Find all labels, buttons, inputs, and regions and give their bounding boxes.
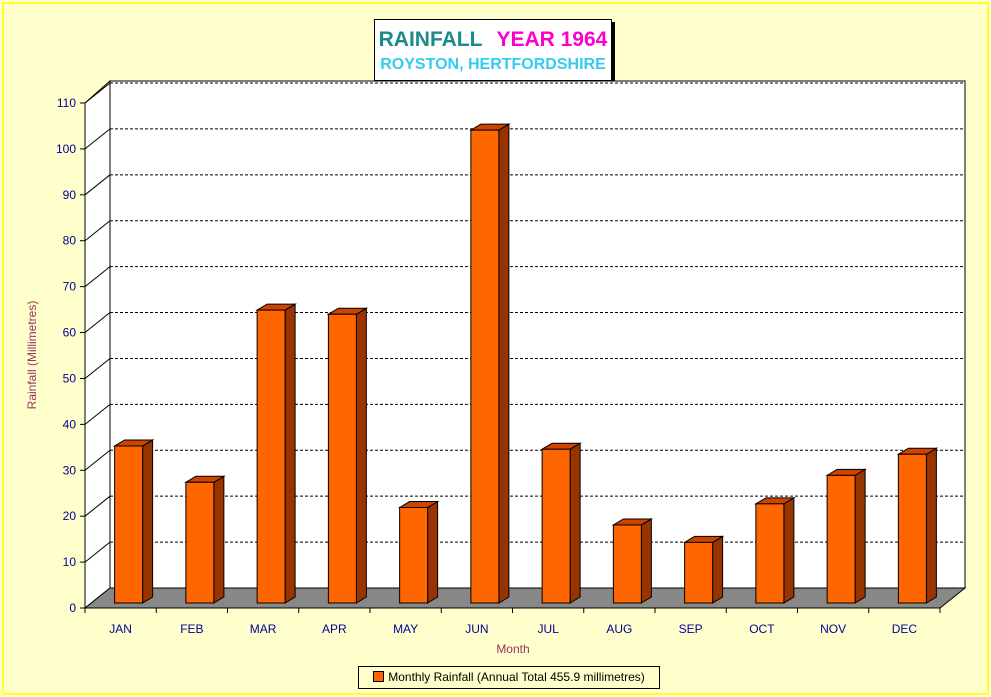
- bar-side: [427, 500, 439, 604]
- x-tick-label: MAR: [250, 622, 277, 636]
- legend: Monthly Rainfall (Annual Total 455.9 mil…: [358, 666, 660, 689]
- bars: [112, 123, 939, 604]
- y-tick-labels: 0 10 20 30 40 50 60 70 80 90 100 110: [56, 96, 76, 615]
- bar-front: [256, 309, 286, 604]
- plot-background: [84, 79, 966, 610]
- y-tick-label: 70: [63, 280, 77, 294]
- chart-subtitle: ROYSTON, HERTFORDSHIRE: [380, 56, 606, 73]
- y-axis-label: Rainfall (Millimetres): [25, 301, 39, 410]
- x-tick-label: JAN: [109, 622, 132, 636]
- x-tick-label: JUN: [465, 622, 488, 636]
- bar-front: [826, 474, 856, 604]
- bar-side: [213, 475, 225, 604]
- bar-side: [712, 535, 724, 604]
- y-tick-label: 10: [63, 555, 77, 569]
- bar-front: [541, 448, 571, 604]
- gridline-side: [84, 403, 111, 425]
- bar: [469, 123, 511, 604]
- bar: [184, 475, 226, 604]
- bar-front: [684, 541, 714, 604]
- gridline-side: [84, 128, 111, 150]
- gridline-side: [84, 82, 111, 104]
- y-tick-label: 60: [63, 326, 77, 340]
- axes: [80, 102, 941, 613]
- x-tick-label: APR: [322, 622, 347, 636]
- gridline-side: [84, 358, 111, 379]
- gridline-side: [84, 220, 111, 242]
- gridline-side: [84, 449, 111, 471]
- bar-front: [327, 313, 357, 604]
- bar-front: [399, 507, 429, 604]
- gridline-side: [84, 174, 111, 196]
- bar-front: [755, 503, 785, 604]
- legend-label: Monthly Rainfall (Annual Total 455.9 mil…: [388, 670, 645, 684]
- bar-side: [854, 468, 866, 604]
- x-tick-label: OCT: [749, 622, 775, 636]
- bar-side: [284, 303, 296, 604]
- bar-side: [498, 123, 510, 604]
- x-axis-label: Month: [496, 642, 529, 656]
- y-tick-label: 50: [63, 371, 77, 385]
- chart-title-box: RAINFALL YEAR 1964 ROYSTON, HERTFORDSHIRE: [374, 19, 612, 81]
- bar: [112, 439, 155, 604]
- bar-front: [470, 129, 500, 604]
- bar-side: [569, 442, 581, 604]
- x-tick-label: AUG: [606, 622, 632, 636]
- bar-side: [355, 307, 367, 604]
- y-tick-label: 30: [63, 463, 77, 477]
- x-tick-label: SEP: [679, 622, 703, 636]
- bar: [611, 518, 654, 604]
- bar: [754, 496, 796, 604]
- x-tick-label: JUL: [537, 622, 559, 636]
- bar-front: [114, 445, 144, 604]
- y-tick-label: 90: [63, 188, 77, 202]
- bar-side: [925, 447, 937, 604]
- gridline-side: [84, 541, 111, 563]
- bar-side: [142, 439, 154, 604]
- bar: [540, 442, 582, 604]
- bar: [397, 500, 440, 604]
- plot-side-wall: [84, 79, 111, 610]
- gridline-side: [84, 495, 111, 517]
- bar: [682, 535, 725, 604]
- x-tick-label: FEB: [180, 622, 203, 636]
- bar: [825, 468, 867, 604]
- y-tick-label: 0: [69, 601, 76, 615]
- gridline-side: [84, 312, 111, 333]
- y-tick-label: 100: [56, 142, 76, 156]
- bar: [255, 303, 297, 604]
- bar-side: [783, 496, 795, 604]
- y-tick-label: 80: [63, 234, 77, 248]
- gridlines: [84, 82, 965, 563]
- title-rainfall: RAINFALL: [378, 28, 483, 51]
- x-tick-labels: JAN FEB MAR APR MAY JUN JUL AUG SEP OCT NOV DEC: [109, 622, 917, 636]
- x-tick-label: MAY: [393, 622, 418, 636]
- title-year: YEAR 1964: [496, 28, 608, 51]
- bar-front: [897, 453, 927, 604]
- bar: [326, 307, 369, 604]
- x-tick-label: NOV: [820, 622, 846, 636]
- bar-side: [640, 518, 652, 604]
- y-tick-label: 40: [63, 417, 77, 431]
- gridline-side: [84, 266, 111, 288]
- bar-front: [185, 481, 215, 604]
- chart-title: RAINFALL YEAR 1964: [375, 28, 611, 52]
- x-tick-label: DEC: [892, 622, 918, 636]
- legend-swatch: [373, 671, 385, 683]
- y-tick-label: 110: [57, 96, 76, 110]
- y-tick-label: 20: [63, 509, 77, 523]
- bar: [896, 447, 939, 604]
- bar-front: [612, 524, 642, 604]
